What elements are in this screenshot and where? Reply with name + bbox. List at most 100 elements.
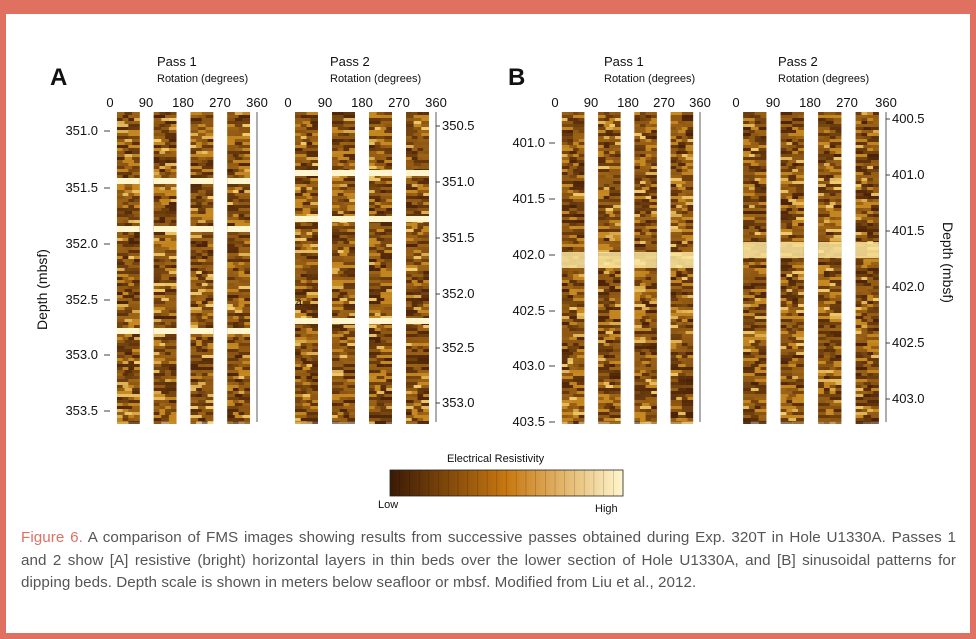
fms-texture <box>406 259 414 262</box>
fms-texture <box>614 214 621 217</box>
fms-texture <box>332 397 340 400</box>
fms-texture <box>232 325 239 328</box>
fms-texture <box>374 262 381 265</box>
fms-texture <box>818 154 826 157</box>
fms-texture <box>295 292 307 295</box>
fms-texture <box>306 166 318 169</box>
fms-texture <box>227 364 233 367</box>
fms-texture <box>569 202 577 205</box>
fms-texture <box>640 409 646 412</box>
fms-texture <box>645 394 652 397</box>
fms-texture <box>159 157 166 160</box>
fms-texture <box>598 187 604 190</box>
fms-texture <box>598 316 610 319</box>
fms-texture <box>573 199 585 202</box>
fms-texture <box>670 154 677 157</box>
fms-texture <box>238 145 251 148</box>
fms-texture <box>569 175 577 178</box>
fms-texture <box>754 136 761 139</box>
fms-texture <box>873 148 879 151</box>
fms-texture <box>685 181 694 184</box>
fms-texture <box>609 373 621 376</box>
fms-texture <box>406 367 414 370</box>
fms-texture <box>578 274 585 277</box>
fms-texture <box>165 262 177 265</box>
fms-texture <box>295 385 303 388</box>
fms-texture <box>603 355 610 358</box>
fms-texture <box>421 229 429 232</box>
fms-texture <box>829 301 836 304</box>
fms-texture <box>201 136 214 139</box>
fms-texture <box>823 352 830 355</box>
fms-texture <box>754 403 767 406</box>
fms-texture <box>116 265 129 268</box>
fms-texture <box>855 223 862 226</box>
fms-texture <box>649 382 657 385</box>
fms-texture <box>780 271 793 274</box>
fms-texture <box>406 223 412 226</box>
fms-texture <box>190 202 197 205</box>
fms-texture <box>829 379 842 382</box>
fms-texture <box>295 289 303 292</box>
fms-texture <box>227 151 239 154</box>
fms-texture <box>645 130 652 133</box>
fms-texture <box>161 421 169 424</box>
fms-texture <box>833 154 842 157</box>
fms-texture <box>823 343 830 346</box>
fms-texture <box>685 199 694 202</box>
fms-texture <box>867 124 879 127</box>
fms-texture <box>835 376 842 379</box>
fms-texture <box>678 247 686 250</box>
fms-texture <box>760 307 767 310</box>
fms-texture <box>406 394 412 397</box>
fms-texture <box>376 343 385 346</box>
fms-texture <box>406 388 418 391</box>
fms-texture <box>681 211 688 214</box>
fms-texture <box>561 268 570 271</box>
fms-texture <box>238 190 245 193</box>
fms-texture <box>780 265 793 268</box>
fms-texture <box>386 379 392 382</box>
fms-texture <box>302 181 311 184</box>
fms-texture <box>196 142 202 145</box>
fms-texture <box>417 355 429 358</box>
fms-texture <box>603 379 610 382</box>
fms-texture <box>780 364 789 367</box>
fms-texture <box>867 328 874 331</box>
fms-texture <box>168 202 177 205</box>
fms-texture <box>153 346 166 349</box>
fms-texture <box>369 382 381 385</box>
fms-texture <box>780 391 793 394</box>
fms-texture <box>198 406 206 409</box>
fms-texture <box>871 259 879 262</box>
fms-texture <box>614 337 621 340</box>
fms-texture <box>829 220 836 223</box>
fms-texture <box>788 379 797 382</box>
fms-texture <box>670 364 679 367</box>
fms-texture <box>855 199 862 202</box>
fms-texture <box>603 274 610 277</box>
fms-texture <box>369 232 375 235</box>
fms-texture <box>196 421 202 424</box>
fms-texture <box>561 286 574 289</box>
fms-texture <box>829 124 842 127</box>
fms-texture <box>796 136 804 139</box>
fms-texture <box>818 148 830 151</box>
fms-texture <box>300 310 307 313</box>
fms-texture <box>406 298 418 301</box>
fms-texture <box>861 166 868 169</box>
fms-texture <box>406 133 414 136</box>
fms-texture <box>295 349 301 352</box>
fms-texture <box>116 271 129 274</box>
fms-texture <box>128 343 140 346</box>
fms-texture <box>576 238 585 241</box>
fms-texture <box>411 232 418 235</box>
fms-texture <box>234 313 243 316</box>
fms-texture <box>861 118 868 121</box>
fms-texture <box>758 145 767 148</box>
fms-texture <box>780 304 787 307</box>
fms-texture <box>406 214 418 217</box>
fms-texture <box>670 298 679 301</box>
fms-texture <box>634 397 646 400</box>
fms-texture <box>743 196 751 199</box>
